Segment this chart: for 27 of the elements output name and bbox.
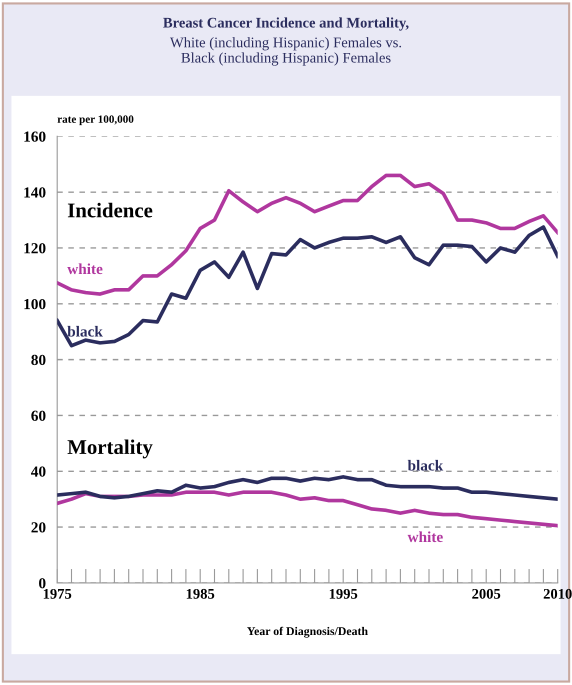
chart-title: Breast Cancer Incidence and Mortality, bbox=[163, 17, 409, 31]
x-tick-label: 1975 bbox=[44, 588, 72, 599]
series-label: white bbox=[408, 531, 443, 542]
y-tick-label: 100 bbox=[24, 298, 46, 310]
y-tick-label: 20 bbox=[31, 522, 46, 533]
chart-subtitle: White (including Hispanic) Females vs. Black (including Hispanic) Females bbox=[170, 37, 402, 66]
x-tick-label: 2005 bbox=[472, 588, 500, 599]
x-tick-label: 1995 bbox=[330, 588, 358, 599]
x-tick-label: 1985 bbox=[186, 588, 214, 599]
annotation: Mortality bbox=[68, 439, 153, 458]
line-series bbox=[57, 225, 558, 348]
line-series bbox=[57, 475, 558, 501]
series-label: black bbox=[67, 326, 103, 337]
y-tick-label: 60 bbox=[31, 410, 46, 421]
y-tick-label: 40 bbox=[31, 466, 46, 477]
y-tick-label: 160 bbox=[24, 131, 46, 142]
x-axis-title: Year of Diagnosis/Death bbox=[247, 626, 368, 638]
x-tick-label: 2010 bbox=[544, 588, 572, 599]
y-tick-label: 140 bbox=[24, 187, 46, 198]
series-label: black bbox=[408, 460, 444, 471]
y-tick-label: 120 bbox=[24, 243, 46, 254]
annotation: Incidence bbox=[68, 202, 152, 218]
series-label: white bbox=[67, 263, 102, 274]
y-tick-label: 0 bbox=[39, 578, 46, 588]
line-series bbox=[57, 174, 558, 296]
y-tick-label: 80 bbox=[31, 354, 46, 366]
y-axis-title: rate per 100,000 bbox=[58, 115, 134, 126]
